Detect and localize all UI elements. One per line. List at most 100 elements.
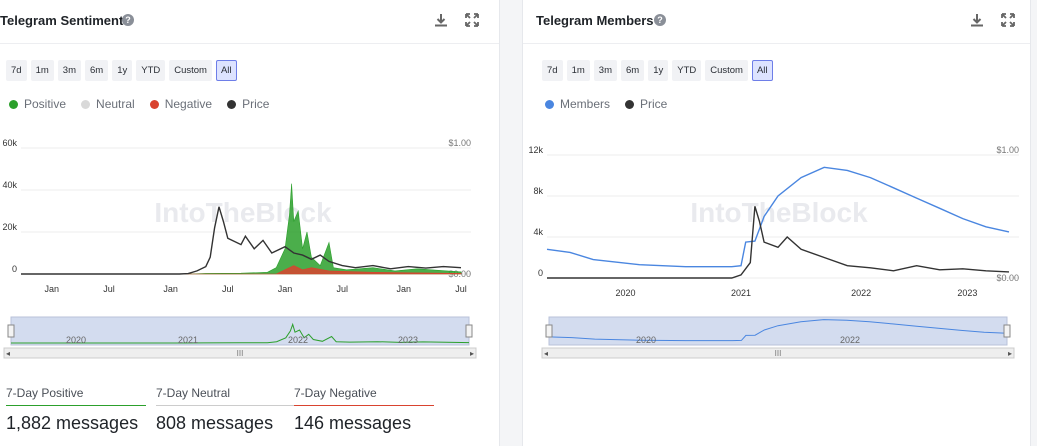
navigator-label: 2022 <box>288 335 308 345</box>
legend-dot-icon <box>227 99 237 109</box>
scroll-grip-icon: III <box>237 349 244 358</box>
members-card: Telegram Members ? 7d 1m 3m 6m 1y YTD Custom Al… <box>523 0 1030 446</box>
stat-card: 7-Day Positive 1,882 messages <box>6 386 146 434</box>
scroll-left-icon: ◂ <box>6 349 10 358</box>
range-button-6m[interactable]: 6m <box>620 60 645 81</box>
navigator-handle <box>465 324 473 338</box>
range-button-3m[interactable]: 3m <box>593 60 617 81</box>
range-button-ytd[interactable]: YTD <box>672 60 702 81</box>
range-button-7d[interactable]: 7d <box>6 60 27 81</box>
watermark-logo: IntoTheBlock <box>154 197 332 228</box>
navigator-label: 2020 <box>636 335 656 345</box>
legend-item-neutral[interactable]: Neutral <box>81 97 135 111</box>
stat-label: 7-Day Negative <box>294 386 434 406</box>
y-tick-label: 0 <box>12 264 17 274</box>
range-button-1m[interactable]: 1m <box>30 60 54 81</box>
stat-card: 7-Day Neutral 808 messages <box>156 386 296 434</box>
range-selector: 7d 1m 3m 6m 1y YTD Custom All <box>6 60 237 81</box>
navigator-series <box>548 319 1008 342</box>
card-header: Telegram Sentiment ? <box>0 0 499 44</box>
range-button-1y[interactable]: 1y <box>648 60 669 81</box>
navigator-window <box>10 316 470 346</box>
range-button-all[interactable]: All <box>751 60 773 81</box>
range-button-custom[interactable]: Custom <box>705 60 748 81</box>
legend-label: Positive <box>24 97 67 111</box>
navigator-handle <box>1003 324 1011 338</box>
scroll-right-icon: ▸ <box>470 349 474 358</box>
stat-value: 808 messages <box>156 413 274 433</box>
x-tick-label: 2021 <box>731 288 751 298</box>
watermark-logo: IntoTheBlock <box>690 197 868 228</box>
download-icon[interactable] <box>969 12 985 28</box>
legend-dot-icon <box>81 99 91 109</box>
legend-item-price[interactable]: Price <box>625 97 667 111</box>
sentiment-card: Telegram Sentiment ? 7d 1m 3m 6m 1y YTD Custom… <box>0 0 499 446</box>
members-chart: 12k 8k 4k 0 $1.00 $0.00 IntoTheBlock 2020 2021 20… <box>528 145 1019 359</box>
navigator-handle <box>7 324 15 338</box>
y-tick-label: 12k <box>528 145 543 155</box>
y-tick-label: 8k <box>533 186 543 196</box>
x-tick-label: Jul <box>103 284 115 294</box>
series-price <box>21 206 462 275</box>
legend-label: Negative <box>164 97 213 111</box>
navigator-window <box>548 316 1008 346</box>
y-right-tick-label: $1.00 <box>996 145 1019 155</box>
y-right-tick-label: $0.00 <box>996 273 1019 283</box>
legend-dot-icon <box>149 99 159 109</box>
legend-item-positive[interactable]: Positive <box>9 97 66 111</box>
help-icon[interactable]: ? <box>122 14 134 26</box>
card-title: Telegram Sentiment <box>0 13 124 28</box>
range-button-6m[interactable]: 6m <box>84 60 109 81</box>
stat-card: 7-Day Negative 146 messages <box>294 386 434 434</box>
range-navigator: 2020 2022 ◂ ▸ III <box>541 316 1015 359</box>
legend-label: Price <box>242 97 270 111</box>
series-members <box>546 166 1010 268</box>
range-button-7d[interactable]: 7d <box>542 60 563 81</box>
series-positive <box>21 183 462 275</box>
x-tick-label: Jul <box>222 284 234 294</box>
navigator-series <box>11 322 470 344</box>
x-tick-label: Jan <box>163 284 178 294</box>
stat-value: 146 messages <box>294 413 412 433</box>
y-tick-label: 20k <box>2 222 17 232</box>
legend-item-negative[interactable]: Negative <box>149 97 213 111</box>
scroll-right-icon: ▸ <box>1008 349 1012 358</box>
navigator-handle <box>545 324 553 338</box>
expand-icon[interactable] <box>464 12 480 28</box>
legend-label: Members <box>560 97 611 111</box>
legend-item-members[interactable]: Members <box>545 97 610 111</box>
x-tick-label: Jan <box>278 284 293 294</box>
help-icon[interactable]: ? <box>654 14 666 26</box>
x-tick-label: Jul <box>336 284 348 294</box>
x-tick-label: Jul <box>455 284 467 294</box>
navigator-scrollbar <box>541 347 1015 359</box>
card-header: Telegram Members ? <box>523 0 1030 44</box>
card-title: Telegram Members <box>536 13 654 28</box>
x-tick-label: 2023 <box>957 288 977 298</box>
range-button-all[interactable]: All <box>215 60 237 81</box>
expand-icon[interactable] <box>1000 12 1016 28</box>
range-button-custom[interactable]: Custom <box>169 60 212 81</box>
legend-dot-icon <box>625 99 635 109</box>
x-tick-label: Jan <box>45 284 60 294</box>
range-navigator: 2020 2021 2022 2023 ◂ ▸ III <box>3 316 477 359</box>
legend-label: Price <box>640 97 668 111</box>
legend-item-price[interactable]: Price <box>227 97 269 111</box>
range-button-1m[interactable]: 1m <box>566 60 590 81</box>
range-button-1y[interactable]: 1y <box>112 60 133 81</box>
series-price <box>547 206 1010 279</box>
download-icon[interactable] <box>433 12 449 28</box>
x-tick-label: Jan <box>397 284 412 294</box>
y-tick-label: 60k <box>2 138 17 148</box>
range-button-ytd[interactable]: YTD <box>136 60 166 81</box>
navigator-label: 2023 <box>398 335 418 345</box>
navigator-label: 2022 <box>840 335 860 345</box>
stat-label: 7-Day Positive <box>6 386 146 406</box>
chart-legend: Positive Neutral Negative Price <box>9 97 269 111</box>
stat-value: 1,882 messages <box>6 413 139 433</box>
navigator-label: 2020 <box>66 335 86 345</box>
stat-label: 7-Day Neutral <box>156 386 296 406</box>
x-tick-label: 2022 <box>851 288 871 298</box>
navigator-label: 2021 <box>178 335 198 345</box>
range-button-3m[interactable]: 3m <box>57 60 81 81</box>
